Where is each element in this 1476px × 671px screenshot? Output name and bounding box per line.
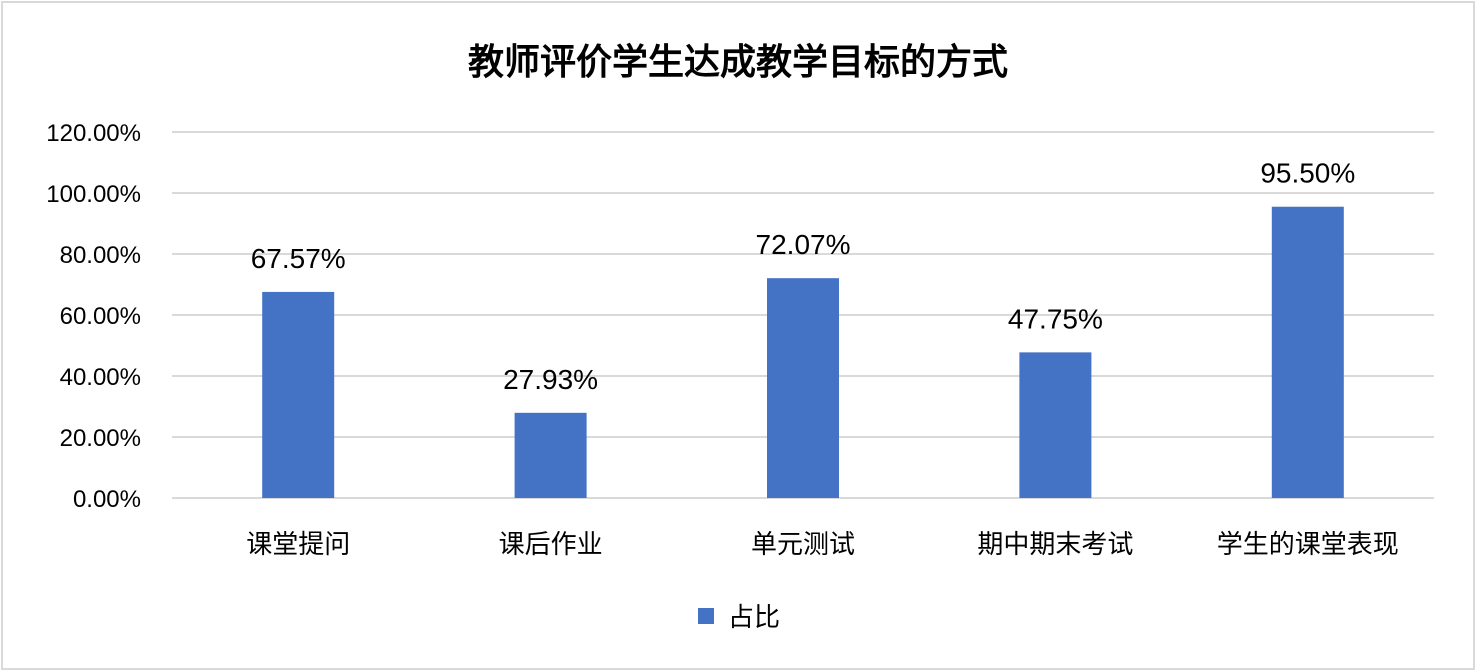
data-label: 95.50% <box>1260 158 1355 189</box>
x-category-label: 期中期末考试 <box>977 530 1133 560</box>
data-label: 27.93% <box>503 364 598 395</box>
x-category-label: 学生的课堂表现 <box>1217 530 1399 560</box>
x-category-label: 课堂提问 <box>246 530 350 560</box>
y-tick-label: 120.00% <box>46 120 141 147</box>
y-tick-label: 0.00% <box>73 486 141 513</box>
legend: 占比 <box>698 603 780 633</box>
data-label: 72.07% <box>756 229 851 260</box>
y-tick-label: 40.00% <box>60 364 141 391</box>
bar <box>767 278 839 498</box>
data-label: 67.57% <box>251 243 346 274</box>
bar <box>262 291 335 498</box>
bar <box>514 412 587 498</box>
x-category-label: 单元测试 <box>751 530 855 560</box>
data-label: 47.75% <box>1008 303 1103 334</box>
bar <box>1019 352 1092 498</box>
legend-swatch <box>698 608 714 624</box>
y-tick-label: 60.00% <box>60 303 141 330</box>
bar <box>1271 206 1344 498</box>
y-tick-label: 80.00% <box>60 242 141 269</box>
y-tick-label: 20.00% <box>60 425 141 452</box>
y-tick-label: 100.00% <box>46 181 141 208</box>
chart-title: 教师评价学生达成教学目标的方式 <box>468 41 1008 83</box>
legend-label: 占比 <box>728 603 780 633</box>
x-category-label: 课后作业 <box>499 530 603 560</box>
